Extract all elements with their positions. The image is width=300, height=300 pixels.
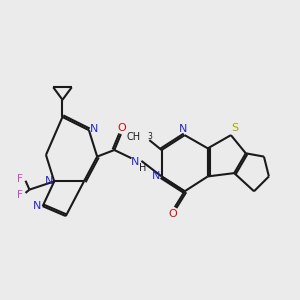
Text: N: N bbox=[152, 171, 160, 182]
Text: CH: CH bbox=[127, 132, 141, 142]
Text: F: F bbox=[16, 190, 22, 200]
Text: F: F bbox=[16, 174, 22, 184]
Text: N: N bbox=[33, 201, 41, 211]
Text: N: N bbox=[179, 124, 187, 134]
Text: O: O bbox=[169, 209, 178, 219]
Text: N: N bbox=[44, 176, 53, 186]
Text: O: O bbox=[117, 122, 126, 133]
Text: S: S bbox=[231, 123, 239, 133]
Text: N: N bbox=[131, 157, 140, 166]
Text: 3: 3 bbox=[147, 132, 152, 141]
Text: H: H bbox=[140, 163, 147, 172]
Text: N: N bbox=[90, 124, 99, 134]
